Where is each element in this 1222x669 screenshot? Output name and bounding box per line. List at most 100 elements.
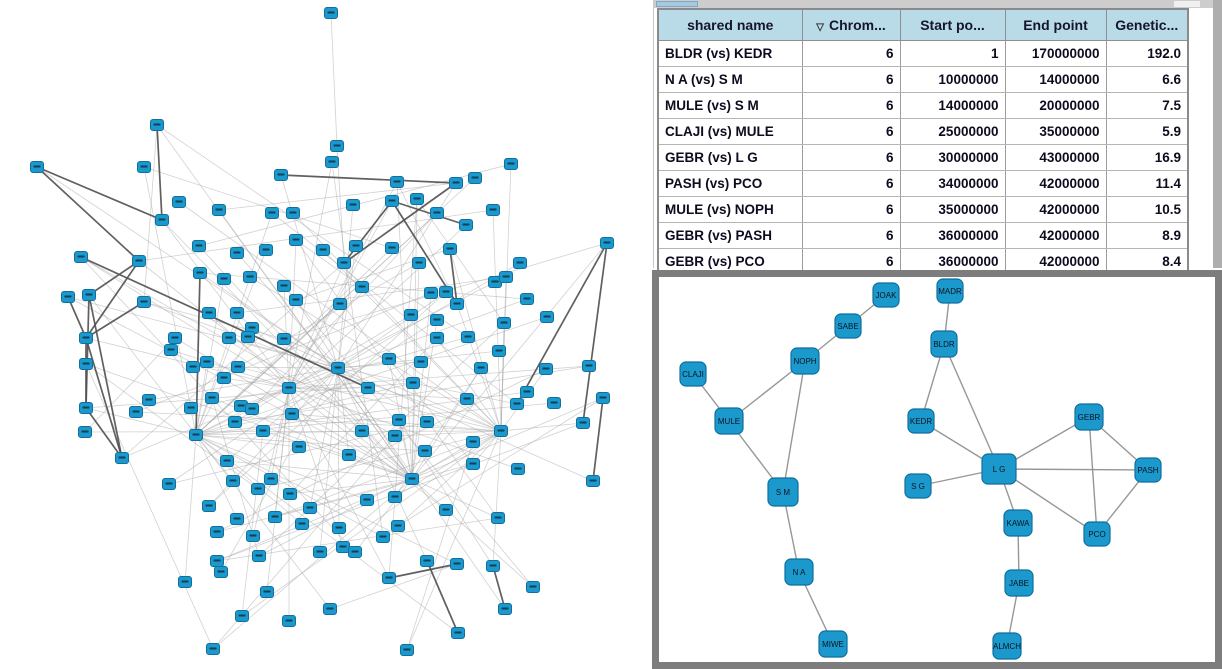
network-node[interactable] <box>400 644 414 656</box>
network-node[interactable] <box>420 416 434 428</box>
network-node[interactable]: ALMCH <box>992 632 1022 660</box>
network-node[interactable] <box>193 267 207 279</box>
network-node[interactable] <box>410 193 424 205</box>
network-node[interactable] <box>385 242 399 254</box>
network-node[interactable] <box>346 199 360 211</box>
network-node[interactable] <box>439 286 453 298</box>
network-node[interactable] <box>332 522 346 534</box>
column-header-chromosome[interactable]: ▽ Chrom... <box>801 8 901 41</box>
network-node[interactable] <box>206 643 220 655</box>
network-node[interactable] <box>392 414 406 426</box>
network-node[interactable] <box>115 452 129 464</box>
network-node[interactable] <box>246 530 260 542</box>
network-node[interactable] <box>251 483 265 495</box>
network-node[interactable] <box>210 555 224 567</box>
network-node[interactable] <box>259 244 273 256</box>
network-node[interactable] <box>264 473 278 485</box>
network-node[interactable] <box>586 475 600 487</box>
network-node[interactable] <box>74 251 88 263</box>
network-node[interactable] <box>404 309 418 321</box>
network-node[interactable] <box>186 361 200 373</box>
network-node[interactable] <box>277 280 291 292</box>
network-node[interactable] <box>488 276 502 288</box>
table-row[interactable]: GEBR (vs) PASH 6 36000000 42000000 8.9 <box>657 222 1189 249</box>
network-node[interactable] <box>443 243 457 255</box>
scrollbar-thumb[interactable] <box>656 1 698 7</box>
network-node[interactable] <box>61 291 75 303</box>
network-node[interactable] <box>330 140 344 152</box>
network-node[interactable] <box>460 393 474 405</box>
network-node[interactable]: JOAK <box>872 282 900 308</box>
network-node[interactable] <box>511 463 525 475</box>
network-node[interactable] <box>388 430 402 442</box>
network-node[interactable] <box>230 513 244 525</box>
network-node[interactable] <box>260 586 274 598</box>
network-node[interactable]: MULE <box>714 407 744 435</box>
network-node[interactable] <box>184 402 198 414</box>
network-node[interactable] <box>510 398 524 410</box>
table-row[interactable]: BLDR (vs) KEDR 6 1 170000000 192.0 <box>657 40 1189 67</box>
network-node[interactable]: N A <box>784 558 814 586</box>
network-node[interactable] <box>376 531 390 543</box>
network-node[interactable] <box>150 119 164 131</box>
network-node[interactable] <box>268 511 282 523</box>
network-node[interactable] <box>420 555 434 567</box>
main-network-view[interactable] <box>0 0 652 669</box>
network-node[interactable]: BLDR <box>930 330 958 358</box>
network-node[interactable]: S G <box>904 473 932 499</box>
network-node[interactable] <box>498 603 512 615</box>
network-node[interactable] <box>418 445 432 457</box>
network-node[interactable] <box>360 494 374 506</box>
network-node[interactable] <box>406 377 420 389</box>
network-node[interactable] <box>513 257 527 269</box>
network-node[interactable] <box>241 331 255 343</box>
network-node[interactable] <box>474 362 488 374</box>
network-node[interactable] <box>231 361 245 373</box>
network-node[interactable]: NOPH <box>790 347 820 375</box>
network-node[interactable] <box>414 356 428 368</box>
network-node[interactable] <box>286 207 300 219</box>
network-node[interactable] <box>285 408 299 420</box>
network-node[interactable] <box>277 333 291 345</box>
network-node[interactable] <box>449 177 463 189</box>
network-node[interactable] <box>210 526 224 538</box>
network-node[interactable] <box>245 403 259 415</box>
network-node[interactable] <box>292 441 306 453</box>
network-node[interactable] <box>430 207 444 219</box>
network-node[interactable] <box>214 566 228 578</box>
network-node[interactable] <box>283 488 297 500</box>
network-node[interactable] <box>164 344 178 356</box>
network-node[interactable] <box>235 610 249 622</box>
network-node[interactable] <box>30 161 44 173</box>
network-node[interactable] <box>289 234 303 246</box>
right-network-svg[interactable]: JOAK MADR SABE BLDR NOPH CLAJI MULE KEDR GEBR L G… <box>659 277 1215 662</box>
network-node[interactable] <box>217 273 231 285</box>
network-node[interactable] <box>349 240 363 252</box>
network-node[interactable] <box>520 293 534 305</box>
network-node[interactable] <box>466 458 480 470</box>
network-node[interactable] <box>132 255 146 267</box>
network-node[interactable] <box>582 360 596 372</box>
network-node[interactable] <box>289 294 303 306</box>
column-header-end-point[interactable]: End point <box>1004 8 1107 41</box>
network-node[interactable] <box>504 158 518 170</box>
network-node[interactable] <box>129 406 143 418</box>
network-node[interactable] <box>336 541 350 553</box>
network-node[interactable] <box>137 296 151 308</box>
network-node[interactable] <box>323 603 337 615</box>
network-node[interactable] <box>220 455 234 467</box>
network-node[interactable] <box>217 372 231 384</box>
column-header-start-point[interactable]: Start po... <box>899 8 1006 41</box>
network-node[interactable] <box>162 478 176 490</box>
network-node[interactable] <box>382 353 396 365</box>
network-node[interactable] <box>382 572 396 584</box>
network-node[interactable] <box>192 240 206 252</box>
network-node[interactable] <box>576 417 590 429</box>
network-node[interactable]: PCO <box>1083 521 1111 547</box>
network-node[interactable] <box>228 416 242 428</box>
network-node[interactable] <box>547 397 561 409</box>
network-node[interactable]: L G <box>981 453 1017 485</box>
network-node[interactable] <box>459 219 473 231</box>
network-node[interactable] <box>388 491 402 503</box>
network-node[interactable]: S M <box>767 477 799 507</box>
